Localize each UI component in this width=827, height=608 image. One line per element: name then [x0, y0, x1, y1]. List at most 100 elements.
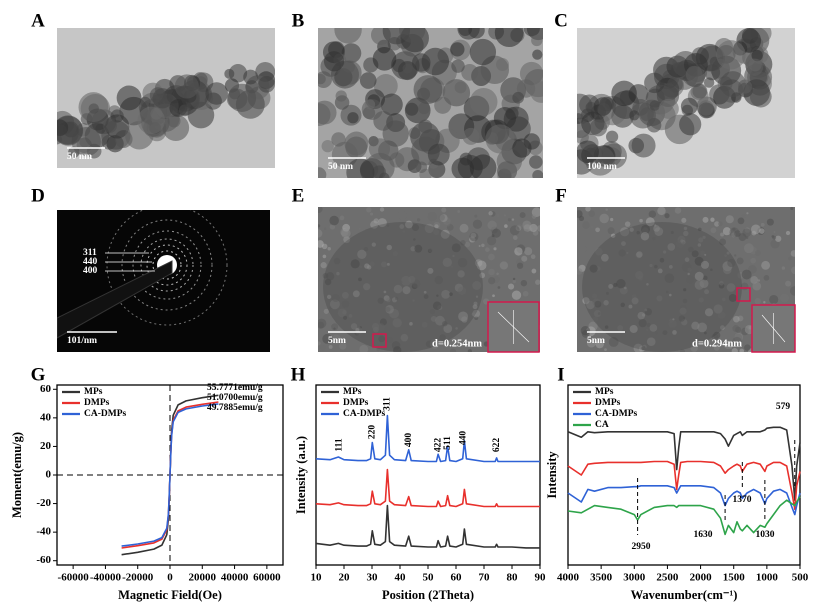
- particle: [451, 59, 465, 73]
- lattice-noise: [487, 220, 497, 230]
- lattice-noise: [478, 245, 481, 248]
- lattice-noise: [682, 298, 688, 304]
- lattice-noise: [766, 218, 774, 226]
- particle: [667, 76, 683, 93]
- particle: [57, 119, 69, 136]
- lattice-noise: [704, 289, 710, 295]
- lattice-noise: [326, 294, 332, 300]
- lattice-noise: [720, 232, 725, 237]
- lattice-noise: [432, 301, 442, 310]
- lattice-noise: [734, 254, 737, 257]
- lattice-noise: [683, 230, 689, 237]
- x-tick-label: 20000: [189, 572, 217, 584]
- x-tick-label: 1000: [756, 572, 779, 584]
- particle-outline: [323, 222, 483, 352]
- lattice-noise: [507, 218, 512, 222]
- lattice-noise: [343, 315, 348, 320]
- lattice-noise: [681, 217, 687, 223]
- lattice-noise: [719, 238, 727, 246]
- lattice-noise: [589, 264, 598, 273]
- ring-label: 440: [83, 257, 98, 267]
- lattice-noise: [773, 231, 776, 234]
- particle: [512, 91, 525, 104]
- lattice-noise: [624, 221, 631, 227]
- lattice-noise: [397, 210, 407, 220]
- lattice-noise: [481, 243, 485, 248]
- lattice-noise: [588, 210, 596, 218]
- lattice-noise: [523, 224, 532, 232]
- lattice-noise: [457, 210, 461, 213]
- lattice-noise: [467, 349, 472, 352]
- particle: [415, 161, 428, 173]
- lattice-noise: [386, 297, 391, 303]
- lattice-noise: [580, 245, 587, 253]
- lattice-noise: [775, 235, 782, 242]
- lattice-noise: [452, 254, 455, 258]
- lattice-noise: [511, 218, 515, 221]
- lattice-noise: [788, 256, 792, 261]
- ring-label: 400: [83, 266, 98, 276]
- lattice-noise: [641, 227, 649, 234]
- particle: [335, 90, 347, 102]
- x-tick-label: 40000: [221, 572, 249, 584]
- lattice-noise: [769, 294, 779, 305]
- lattice-noise: [459, 223, 469, 233]
- lattice-noise: [618, 249, 626, 257]
- panel-letter: F: [555, 185, 567, 206]
- lattice-noise: [355, 327, 360, 333]
- peak-label: 400: [404, 433, 414, 448]
- lattice-noise: [488, 268, 495, 276]
- y-tick-label: -20: [36, 497, 51, 509]
- lattice-noise: [427, 211, 437, 222]
- lattice-noise: [580, 326, 591, 336]
- lattice-noise: [606, 291, 609, 295]
- series-line: [567, 426, 801, 501]
- x-tick-label: -60000: [58, 572, 90, 584]
- lattice-noise: [703, 331, 707, 335]
- lattice-noise: [427, 267, 434, 274]
- lattice-noise: [739, 230, 742, 234]
- lattice-noise: [359, 344, 369, 352]
- lattice-noise: [371, 322, 380, 331]
- particle: [205, 82, 228, 105]
- scale-bar-label: 50 nm: [67, 152, 92, 162]
- particle: [485, 124, 515, 154]
- lattice-noise: [472, 281, 482, 290]
- particle: [318, 167, 327, 178]
- lattice-noise: [323, 227, 327, 231]
- lattice-noise: [496, 272, 499, 276]
- lattice-noise: [789, 286, 795, 296]
- particle: [372, 165, 386, 178]
- diffraction-ring: [121, 219, 213, 311]
- particle: [749, 85, 772, 108]
- lattice-noise: [328, 344, 333, 349]
- lattice-noise: [318, 321, 325, 329]
- lattice-noise: [760, 222, 765, 227]
- x-tick-label: 10: [311, 572, 323, 584]
- lattice-noise: [640, 232, 650, 241]
- lattice-noise: [352, 290, 360, 298]
- particle: [359, 72, 377, 89]
- lattice-noise: [662, 330, 668, 336]
- lattice-noise: [363, 283, 371, 291]
- legend-label: MPs: [343, 387, 362, 397]
- lattice-noise: [516, 262, 524, 269]
- lattice-noise: [616, 278, 626, 289]
- lattice-noise: [694, 271, 704, 281]
- lattice-noise: [641, 346, 646, 351]
- lattice-noise: [392, 318, 402, 328]
- particle: [745, 58, 764, 76]
- lattice-noise: [457, 286, 467, 295]
- particle-outline: [582, 222, 742, 352]
- lattice-noise: [461, 316, 468, 323]
- peak-label: 440: [458, 431, 468, 446]
- lattice-noise: [449, 348, 457, 352]
- lattice-noise: [429, 339, 440, 349]
- d-spacing-label: d=0.294nm: [692, 338, 742, 349]
- lattice-noise: [702, 216, 709, 223]
- x-tick-label: -20000: [122, 572, 154, 584]
- lattice-noise: [620, 302, 625, 308]
- particle: [644, 72, 665, 94]
